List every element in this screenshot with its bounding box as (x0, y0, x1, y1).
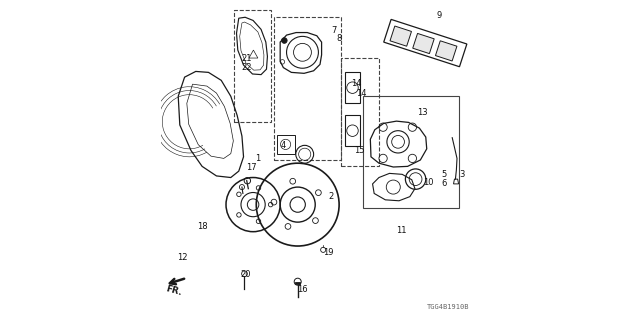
Bar (345, 116, 360, 146)
Text: 21: 21 (241, 53, 252, 62)
Text: FR.: FR. (165, 284, 183, 297)
Text: 13: 13 (417, 108, 428, 117)
Text: 7: 7 (332, 27, 337, 36)
Text: 4: 4 (281, 141, 286, 150)
Text: 17: 17 (246, 164, 257, 172)
Polygon shape (435, 41, 457, 61)
Circle shape (282, 38, 287, 44)
Text: 9: 9 (437, 11, 442, 20)
Text: 11: 11 (396, 226, 406, 235)
Polygon shape (295, 282, 300, 284)
Text: 15: 15 (355, 146, 365, 155)
Text: 5: 5 (442, 170, 447, 179)
Text: 10: 10 (423, 178, 433, 187)
Bar (277, 135, 294, 154)
Text: 2: 2 (328, 192, 334, 201)
Text: 18: 18 (197, 222, 207, 231)
Bar (345, 72, 360, 103)
Text: 14: 14 (351, 79, 362, 88)
Text: 8: 8 (337, 35, 342, 44)
Text: 6: 6 (442, 180, 447, 188)
Text: 20: 20 (241, 270, 252, 279)
Text: 22: 22 (241, 63, 252, 72)
Text: 16: 16 (297, 284, 308, 293)
Polygon shape (390, 26, 412, 46)
Text: 19: 19 (323, 248, 333, 257)
Text: 1: 1 (255, 154, 260, 163)
Polygon shape (413, 33, 434, 54)
Text: 12: 12 (177, 253, 188, 262)
Text: 14: 14 (356, 89, 367, 98)
Text: TGG4B1910B: TGG4B1910B (427, 304, 469, 310)
Text: 3: 3 (459, 170, 465, 179)
